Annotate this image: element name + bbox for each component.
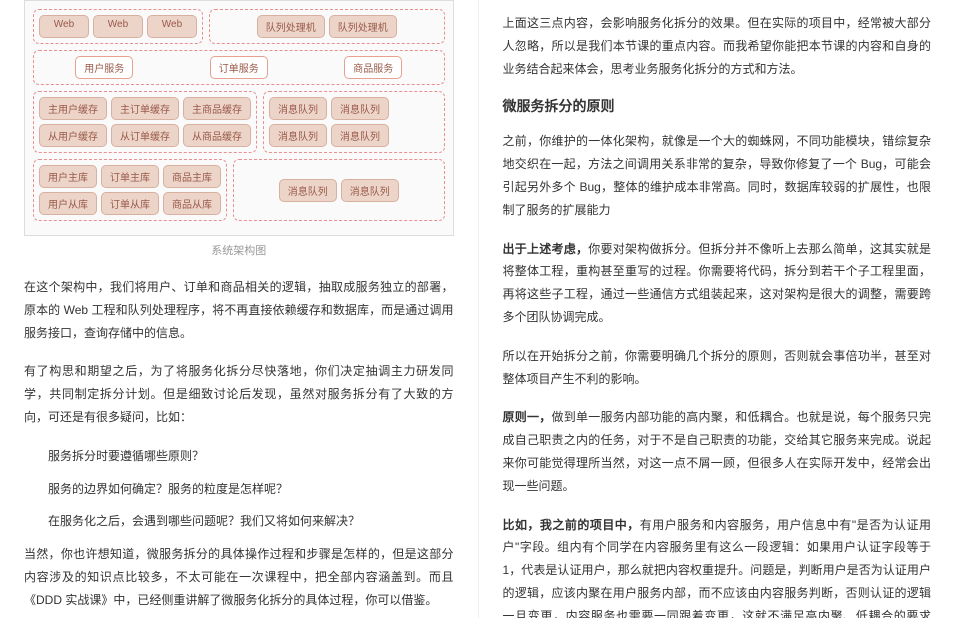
diagram-node: 消息队列 xyxy=(331,97,389,120)
cache-group: 主用户缓存主订单缓存主商品缓存从用户缓存从订单缓存从商品缓存 xyxy=(33,91,257,153)
section-heading: 微服务拆分的原则 xyxy=(503,96,932,116)
diagram-node: 从订单缓存 xyxy=(111,124,179,147)
para-before-split: 所以在开始拆分之前，你需要明确几个拆分的原则，否则就会事倍功半，甚至对整体项目产… xyxy=(503,345,932,391)
question-2: 服务的边界如何确定？服务的粒度是怎样呢？ xyxy=(48,478,454,501)
question-1: 服务拆分时要遵循哪些原则？ xyxy=(48,445,454,468)
diagram-node: 订单服务 xyxy=(210,56,268,79)
diagram-node: 商品服务 xyxy=(344,56,402,79)
lead-rule1: 原则一， xyxy=(503,410,552,424)
diagram-node: 队列处理机 xyxy=(257,15,325,38)
web-group: WebWebWeb xyxy=(33,9,203,44)
services-group: 用户服务 订单服务 商品服务 xyxy=(33,50,445,85)
diagram-node: 商品从库 xyxy=(163,192,221,215)
diagram-node: 用户主库 xyxy=(39,165,97,188)
db-group: 用户主库订单主库商品主库用户从库订单从库商品从库 xyxy=(33,159,227,221)
diagram-node: 主用户缓存 xyxy=(39,97,107,120)
diagram-node: 主订单缓存 xyxy=(111,97,179,120)
lead-example: 比如，我之前的项目中， xyxy=(503,518,640,532)
para-ddd: 当然，你也许想知道，微服务拆分的具体操作过程和步骤是怎样的，但是这部分内容涉及的… xyxy=(24,543,454,611)
para-arch-intro: 在这个架构中，我们将用户、订单和商品相关的逻辑，抽取成服务独立的部署，原本的 W… xyxy=(24,276,454,344)
diagram-node: 从商品缓存 xyxy=(183,124,251,147)
diagram-node: 消息队列 xyxy=(331,124,389,147)
diagram-node: 用户服务 xyxy=(75,56,133,79)
para-intro: 上面这三点内容，会影响服务化拆分的效果。但在实际的项目中，经常被大部分人忽略，所… xyxy=(503,12,932,80)
lead-consider: 出于上述考虑， xyxy=(503,242,589,256)
diagram-node: 消息队列 xyxy=(269,97,327,120)
diagram-node: Web xyxy=(93,15,143,38)
diagram-node: 消息队列 xyxy=(341,179,399,202)
diagram-node: 订单从库 xyxy=(101,192,159,215)
diagram-node: Web xyxy=(39,15,89,38)
diagram-node: 队列处理机 xyxy=(329,15,397,38)
para-rule1: 原则一，做到单一服务内部功能的高内聚，和低耦合。也就是说，每个服务只完成自己职责… xyxy=(503,406,932,497)
queue-proc-group: 队列处理机队列处理机 xyxy=(209,9,445,44)
diagram-node: 从用户缓存 xyxy=(39,124,107,147)
mq-group-1: 消息队列消息队列消息队列消息队列 xyxy=(263,91,445,153)
question-3: 在服务化之后，会遇到哪些问题呢？我们又将如何来解决？ xyxy=(48,510,454,533)
diagram-caption: 系统架构图 xyxy=(24,242,454,258)
architecture-diagram: WebWebWeb 队列处理机队列处理机 用户服务订单服务商品服务 主用户缓存主… xyxy=(24,0,454,236)
para-consider: 出于上述考虑，你要对架构做拆分。但拆分并不像听上去那么简单，这其实就是将整体工程… xyxy=(503,238,932,329)
question-list: 服务拆分时要遵循哪些原则？ 服务的边界如何确定？服务的粒度是怎样呢？ 在服务化之… xyxy=(24,445,454,533)
diagram-node: 消息队列 xyxy=(269,124,327,147)
diagram-node: 主商品缓存 xyxy=(183,97,251,120)
diagram-node: 订单主库 xyxy=(101,165,159,188)
diagram-node: Web xyxy=(147,15,197,38)
para-plan: 有了构思和期望之后，为了将服务化拆分尽快落地，你们决定抽调主力研发同学，共同制定… xyxy=(24,360,454,428)
para-monolith: 之前，你维护的一体化架构，就像是一个大的蜘蛛网，不同功能模块，错综复杂地交织在一… xyxy=(503,130,932,221)
diagram-node: 用户从库 xyxy=(39,192,97,215)
diagram-node: 商品主库 xyxy=(163,165,221,188)
diagram-node: 消息队列 xyxy=(279,179,337,202)
para-example: 比如，我之前的项目中，有用户服务和内容服务，用户信息中有"是否为认证用户"字段。… xyxy=(503,514,932,618)
mq-group-2: 消息队列消息队列 xyxy=(233,159,445,221)
